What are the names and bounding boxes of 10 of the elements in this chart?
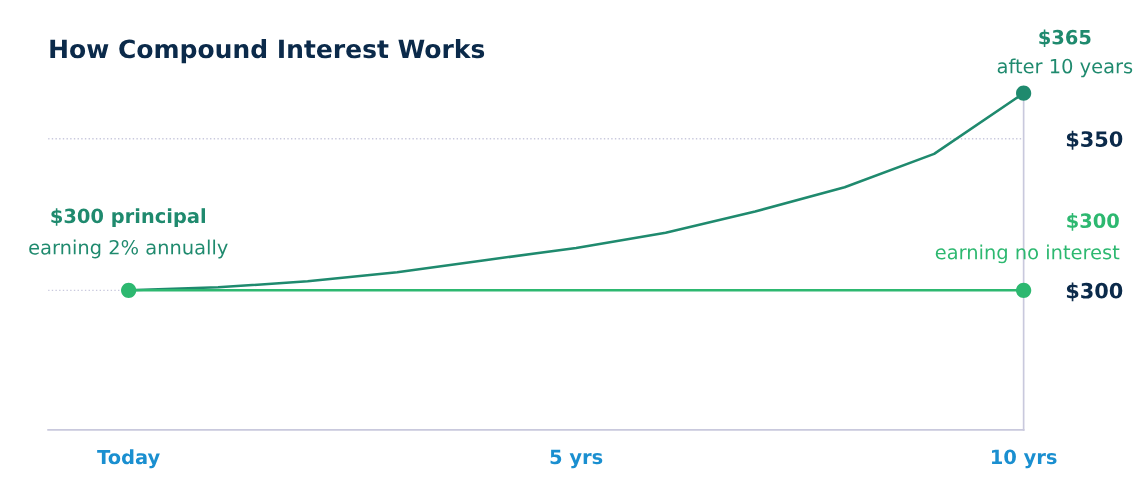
text: after 10 years <box>997 58 1133 78</box>
annotation: $300 principal <box>51 208 206 228</box>
x-tick-label: Today <box>97 449 160 469</box>
x-tick-label: 5 yrs <box>550 449 603 469</box>
chart-title: How Compound Interest Works <box>50 38 485 64</box>
y-tick-label: $350 <box>1066 130 1123 150</box>
annotation: earning 2% annually <box>29 239 228 259</box>
x-tick-label: 10 yrs <box>991 449 1057 469</box>
annotation: earning no interest <box>935 244 1120 264</box>
text: $365 <box>1039 29 1091 48</box>
